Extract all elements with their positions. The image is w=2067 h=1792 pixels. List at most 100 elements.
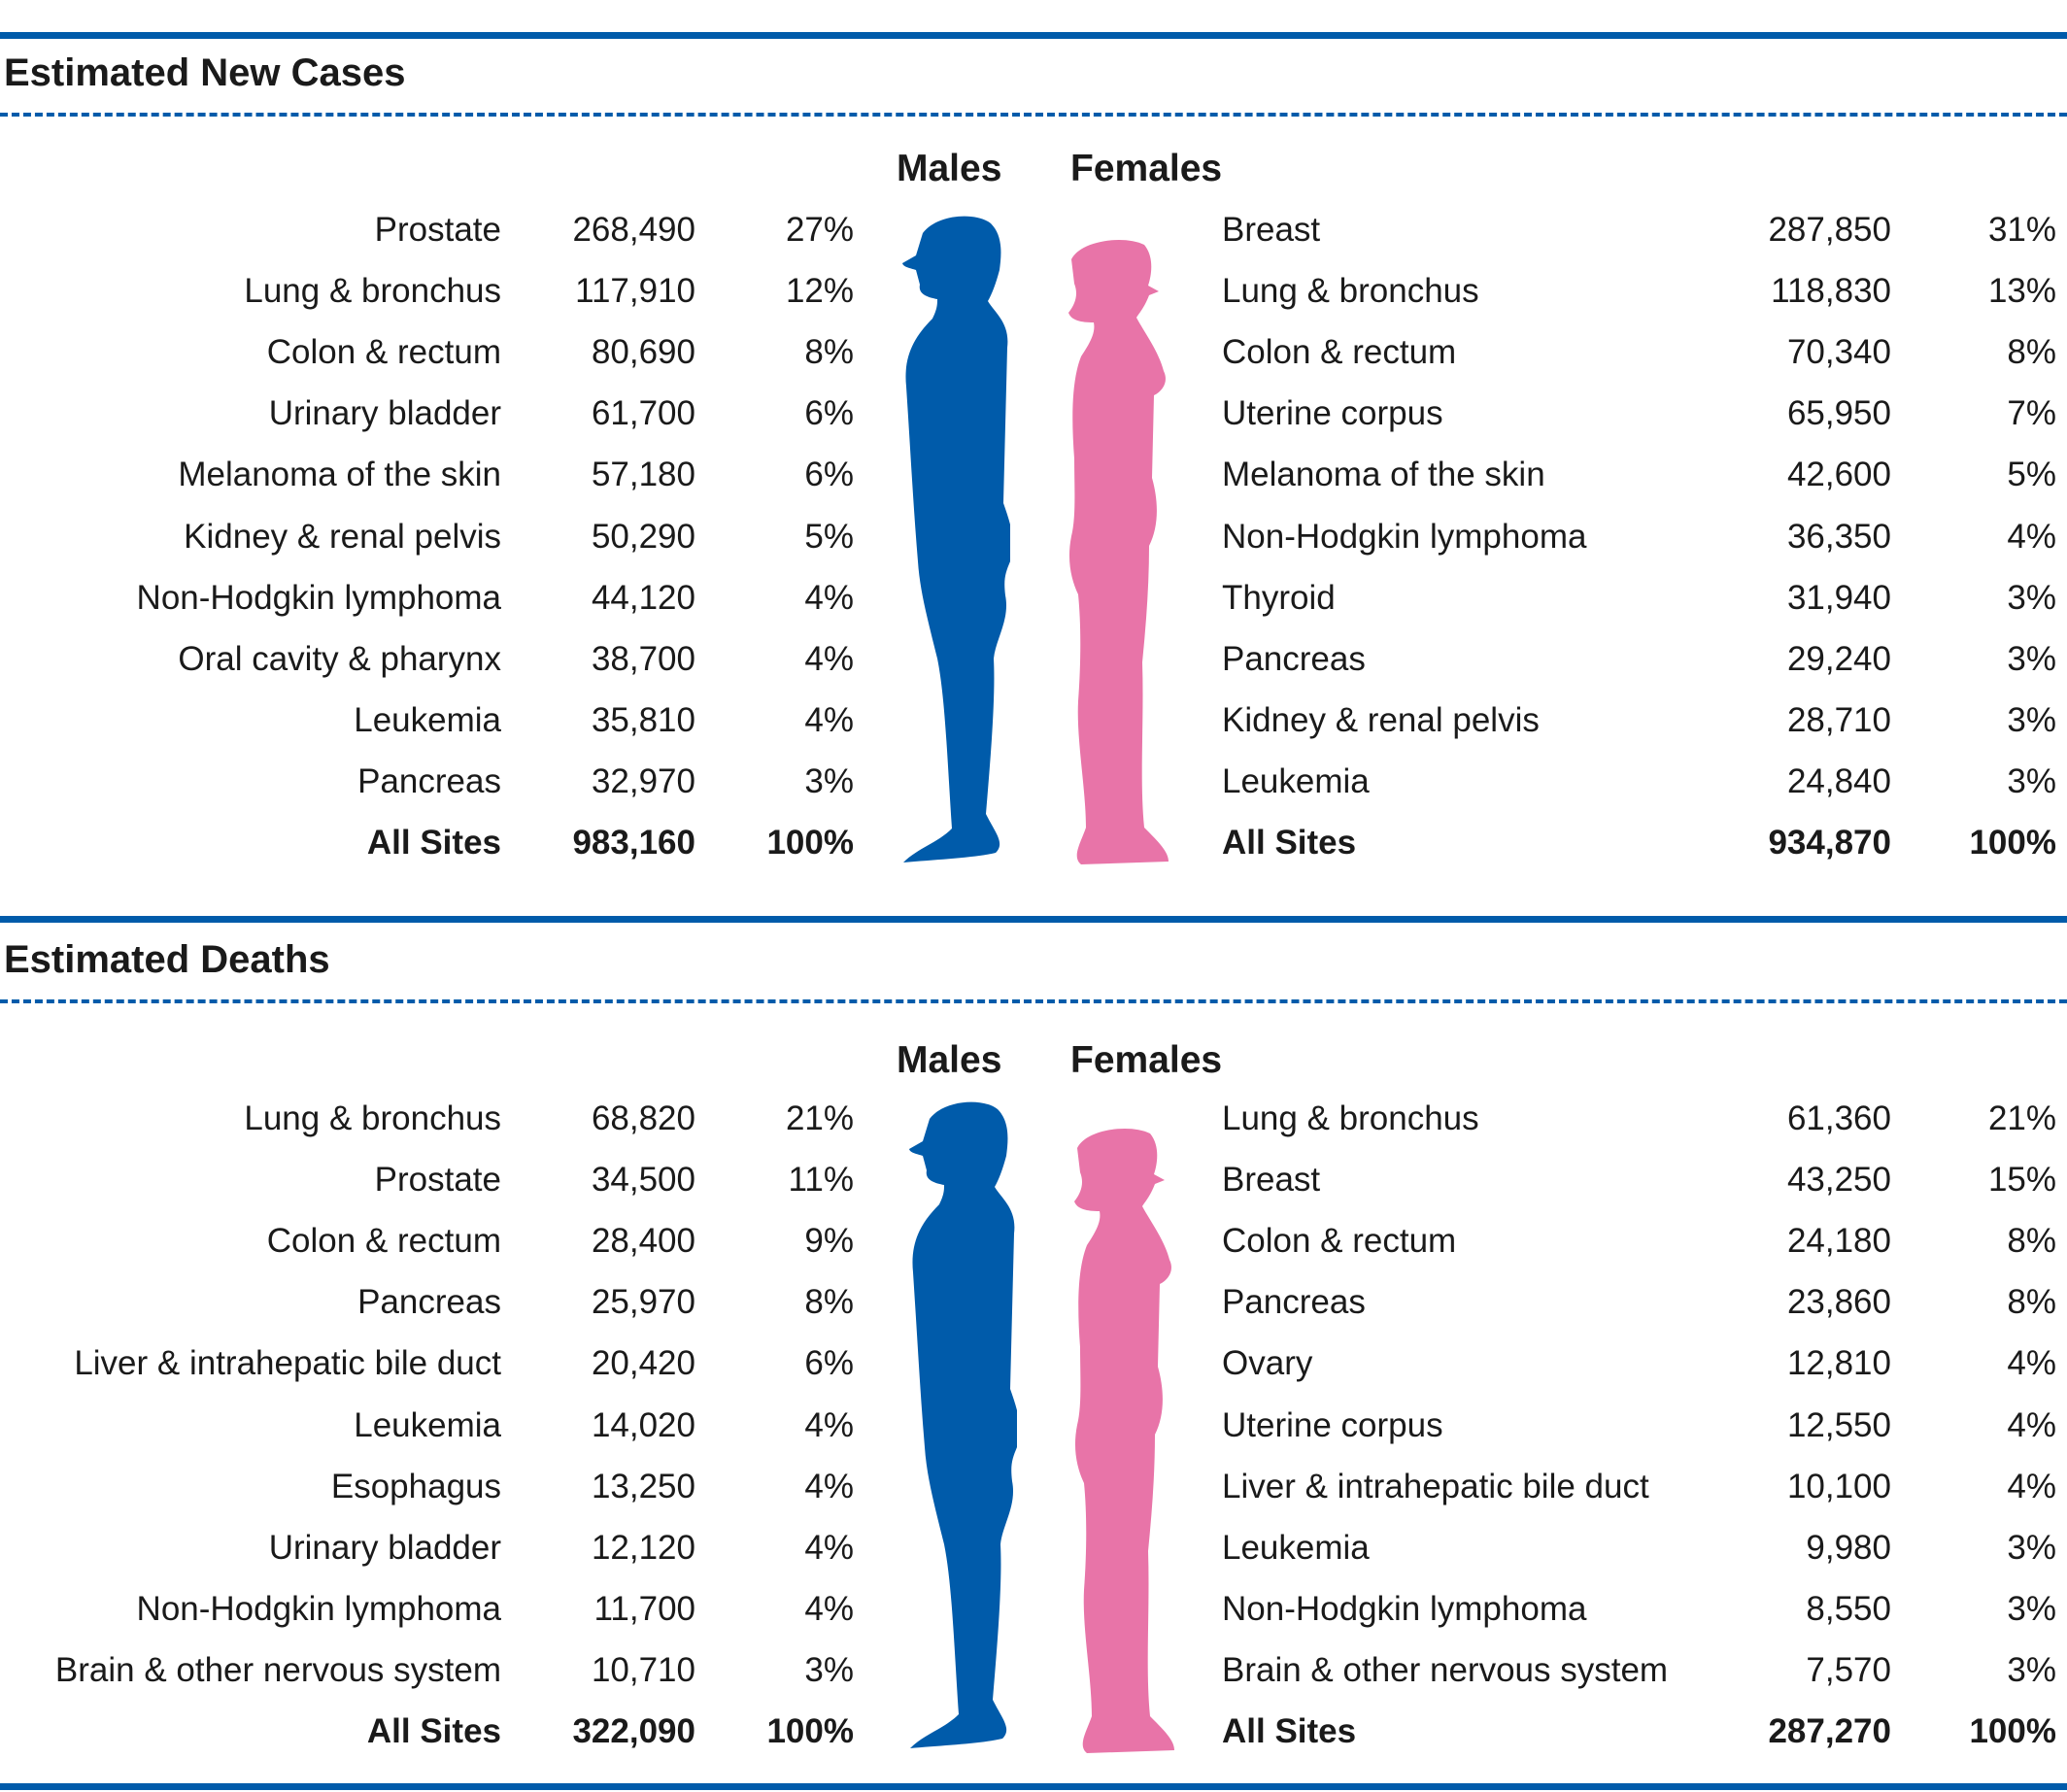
table-row: Urinary bladder 12,120 4% Leukemia 9,980 3% (0, 1527, 2067, 1570)
female-site: Colon & rectum (1222, 333, 1457, 372)
female-site: Pancreas (1222, 1283, 1366, 1322)
male-percent: 4% (804, 578, 854, 617)
section-title-deaths: Estimated Deaths (4, 938, 330, 981)
male-site: All Sites (366, 1712, 501, 1750)
female-count: 24,840 (1786, 761, 1891, 800)
female-count: 12,810 (1786, 1344, 1891, 1383)
male-percent: 21% (785, 1099, 854, 1137)
male-percent: 4% (804, 1589, 854, 1628)
female-count: 8,550 (1806, 1589, 1891, 1628)
female-count: 10,100 (1786, 1467, 1891, 1505)
female-count: 9,980 (1806, 1528, 1891, 1567)
males-header: Males (897, 148, 1002, 189)
table-row: Non-Hodgkin lymphoma 11,700 4% Non-Hodgkin … (0, 1588, 2067, 1631)
female-site: Melanoma of the skin (1222, 456, 1545, 494)
female-site: Brain & other nervous system (1222, 1650, 1669, 1689)
female-site: Uterine corpus (1222, 394, 1443, 433)
table-row: Kidney & renal pelvis 50,290 5% Non-Hodgkin… (0, 516, 2067, 558)
female-site: Lung & bronchus (1222, 1099, 1479, 1137)
male-count: 11,700 (593, 1589, 695, 1628)
female-silhouette-icon (1074, 1129, 1174, 1753)
male-count: 322,090 (572, 1712, 695, 1750)
female-site: Lung & bronchus (1222, 272, 1479, 311)
male-site: Lung & bronchus (244, 272, 501, 311)
female-percent: 4% (2007, 1467, 2056, 1505)
male-count: 268,490 (572, 211, 695, 249)
male-count: 25,970 (591, 1283, 695, 1322)
dashed-divider (0, 999, 2067, 1003)
female-percent: 15% (1987, 1161, 2056, 1200)
male-count: 28,400 (591, 1222, 695, 1261)
male-site: Prostate (374, 1161, 501, 1200)
male-count: 32,970 (591, 761, 695, 800)
male-percent: 11% (788, 1161, 854, 1200)
males-header: Males (897, 1039, 1002, 1081)
dashed-divider (0, 113, 2067, 117)
female-count: 7,570 (1806, 1650, 1891, 1689)
female-site: Ovary (1222, 1344, 1313, 1383)
female-percent: 3% (2007, 700, 2056, 739)
male-percent: 27% (785, 211, 854, 249)
female-percent: 8% (2007, 333, 2056, 372)
female-percent: 13% (1987, 272, 2056, 311)
female-percent: 3% (2007, 639, 2056, 678)
male-count: 10,710 (591, 1650, 695, 1689)
male-site: Esophagus (330, 1467, 501, 1505)
male-percent: 6% (804, 394, 854, 433)
female-count: 65,950 (1786, 394, 1891, 433)
female-percent: 31% (1987, 211, 2056, 249)
male-site: Oral cavity & pharynx (178, 639, 501, 678)
male-site: Non-Hodgkin lymphoma (136, 1589, 501, 1628)
table-row: Liver & intrahepatic bile duct 20,420 6% Ov… (0, 1342, 2067, 1385)
females-header: Females (1070, 1039, 1223, 1081)
female-site: Non-Hodgkin lymphoma (1222, 517, 1587, 556)
table-row: Prostate 34,500 11% Breast 43,250 15% (0, 1159, 2067, 1201)
female-site: All Sites (1222, 824, 1357, 862)
female-percent: 5% (2007, 456, 2056, 494)
total-row: All Sites 983,160 100% All Sites 934,870 100% (0, 822, 2067, 864)
male-site: Lung & bronchus (244, 1099, 501, 1137)
female-percent: 4% (2007, 1344, 2056, 1383)
male-count: 68,820 (591, 1099, 695, 1137)
middle-rule (0, 916, 2067, 923)
male-site: Pancreas (357, 1283, 501, 1322)
male-count: 14,020 (591, 1405, 695, 1444)
female-count: 23,860 (1786, 1283, 1891, 1322)
female-count: 36,350 (1786, 517, 1891, 556)
male-count: 34,500 (591, 1161, 695, 1200)
female-count: 70,340 (1786, 333, 1891, 372)
female-site: Uterine corpus (1222, 1405, 1443, 1444)
female-count: 42,600 (1786, 456, 1891, 494)
male-site: Pancreas (357, 761, 501, 800)
male-count: 57,180 (591, 456, 695, 494)
total-row: All Sites 322,090 100% All Sites 287,270 100% (0, 1710, 2067, 1753)
females-header: Females (1070, 148, 1223, 189)
male-count: 80,690 (591, 333, 695, 372)
female-count: 24,180 (1786, 1222, 1891, 1261)
male-site: Colon & rectum (266, 333, 501, 372)
female-count: 31,940 (1786, 578, 1891, 617)
male-silhouette-icon (902, 216, 1010, 862)
female-percent: 3% (2007, 1528, 2056, 1567)
table-row: Pancreas 25,970 8% Pancreas 23,860 8% (0, 1281, 2067, 1324)
male-percent: 12% (785, 272, 854, 311)
male-count: 983,160 (572, 824, 695, 862)
female-site: All Sites (1222, 1712, 1357, 1750)
female-site: Leukemia (1222, 761, 1370, 800)
female-count: 118,830 (1771, 272, 1891, 311)
male-site: Urinary bladder (268, 1528, 501, 1567)
female-site: Pancreas (1222, 639, 1366, 678)
table-row: Colon & rectum 28,400 9% Colon & rectum 24,1… (0, 1220, 2067, 1263)
table-row: Oral cavity & pharynx 38,700 4% Pancreas 29,… (0, 638, 2067, 681)
female-count: 29,240 (1786, 639, 1891, 678)
male-site: All Sites (366, 824, 501, 862)
table-row: Non-Hodgkin lymphoma 44,120 4% Thyroid 31,94… (0, 577, 2067, 620)
male-site: Kidney & renal pelvis (184, 517, 501, 556)
female-count: 287,270 (1768, 1712, 1891, 1750)
male-percent: 6% (804, 456, 854, 494)
female-count: 43,250 (1786, 1161, 1891, 1200)
male-count: 38,700 (591, 639, 695, 678)
female-count: 61,360 (1786, 1099, 1891, 1137)
male-percent: 6% (804, 1344, 854, 1383)
male-count: 61,700 (591, 394, 695, 433)
